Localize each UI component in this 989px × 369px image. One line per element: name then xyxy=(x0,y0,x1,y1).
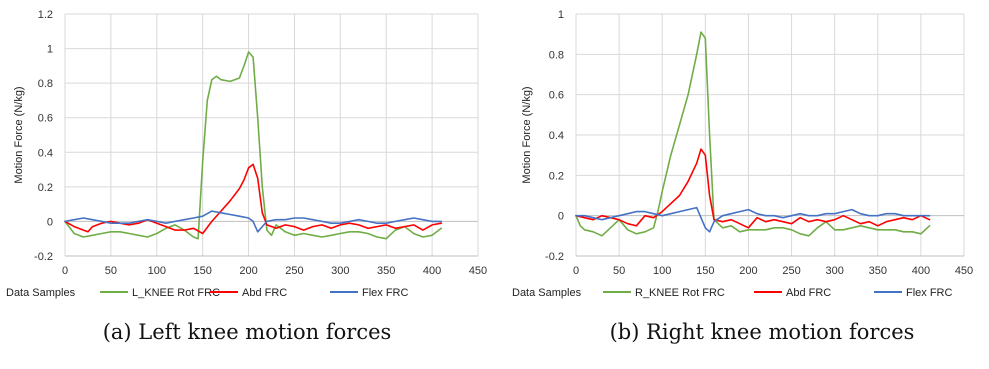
x-tick-label: 150 xyxy=(193,265,211,277)
right-knee-caption: (b) Right knee motion forces xyxy=(609,320,915,344)
x-tick-label: 250 xyxy=(782,265,800,277)
series-line-flex-frc xyxy=(575,206,931,233)
left-knee-caption: (a) Left knee motion forces xyxy=(102,320,392,344)
x-tick-label: 150 xyxy=(696,265,714,277)
y-tick-label: 0.8 xyxy=(38,78,53,90)
legend-label: Abd FRC xyxy=(786,287,831,299)
series-line-l-knee-rot-frc xyxy=(64,51,443,240)
y-tick-label: 1.2 xyxy=(38,9,53,21)
left-knee-chart: 0 50 100 150 200 250 300 350 400 450 -0.2 0 0.2 0.4 0.… xyxy=(6,9,487,299)
y-tick-label: 0.4 xyxy=(549,130,564,142)
y-tick-label: 0.2 xyxy=(549,170,564,182)
y-axis-title: Motion Force (N/kg) xyxy=(13,86,25,183)
x-tick-label: 400 xyxy=(912,265,930,277)
x-tick-label: 100 xyxy=(653,265,671,277)
y-tick-label: -0.2 xyxy=(545,251,564,263)
x-tick-label: 50 xyxy=(613,265,625,277)
y-axis-title: Motion Force (N/kg) xyxy=(521,86,533,183)
x-tick-label: 400 xyxy=(423,265,441,277)
x-tick-label: 300 xyxy=(331,265,349,277)
y-tick-label: 0.6 xyxy=(38,113,53,125)
y-tick-label: 0.4 xyxy=(38,147,53,159)
series-line-r-knee-rot-frc xyxy=(575,31,931,237)
legend-label: R_KNEE Rot FRC xyxy=(635,287,725,299)
x-tick-label: 0 xyxy=(573,265,579,277)
y-tick-label: 1 xyxy=(47,44,53,56)
legend-label: Abd FRC xyxy=(242,287,287,299)
y-tick-label: 0 xyxy=(558,211,564,223)
y-tick-label: 0.2 xyxy=(38,182,53,194)
x-tick-label: 300 xyxy=(825,265,843,277)
y-tick-label: 0.8 xyxy=(549,49,564,61)
x-axis-title: Data Samples xyxy=(512,287,582,299)
series-line-flex-frc xyxy=(64,210,443,233)
legend-label: L_KNEE Rot FRC xyxy=(132,287,220,299)
x-tick-label: 350 xyxy=(377,265,395,277)
y-tick-label: 0 xyxy=(47,216,53,228)
y-tick-label: 1 xyxy=(558,9,564,21)
x-tick-label: 200 xyxy=(239,265,257,277)
right-knee-chart: 0 50 100 150 200 250 300 350 400 450 -0.2 0 0.2 0.4 0.… xyxy=(512,9,973,299)
legend-label: Flex FRC xyxy=(906,287,953,299)
legend-label: Flex FRC xyxy=(362,287,409,299)
x-tick-label: 0 xyxy=(62,265,68,277)
x-tick-label: 250 xyxy=(285,265,303,277)
x-tick-label: 100 xyxy=(148,265,166,277)
x-axis-title: Data Samples xyxy=(6,287,76,299)
y-tick-label: -0.2 xyxy=(34,251,53,263)
x-tick-label: 50 xyxy=(105,265,117,277)
x-tick-label: 200 xyxy=(739,265,757,277)
x-tick-label: 450 xyxy=(469,265,487,277)
series-line-abd-frc xyxy=(575,148,931,229)
y-tick-label: 0.6 xyxy=(549,90,564,102)
x-tick-label: 350 xyxy=(869,265,887,277)
x-tick-label: 450 xyxy=(955,265,973,277)
series-line-abd-frc xyxy=(64,163,443,235)
